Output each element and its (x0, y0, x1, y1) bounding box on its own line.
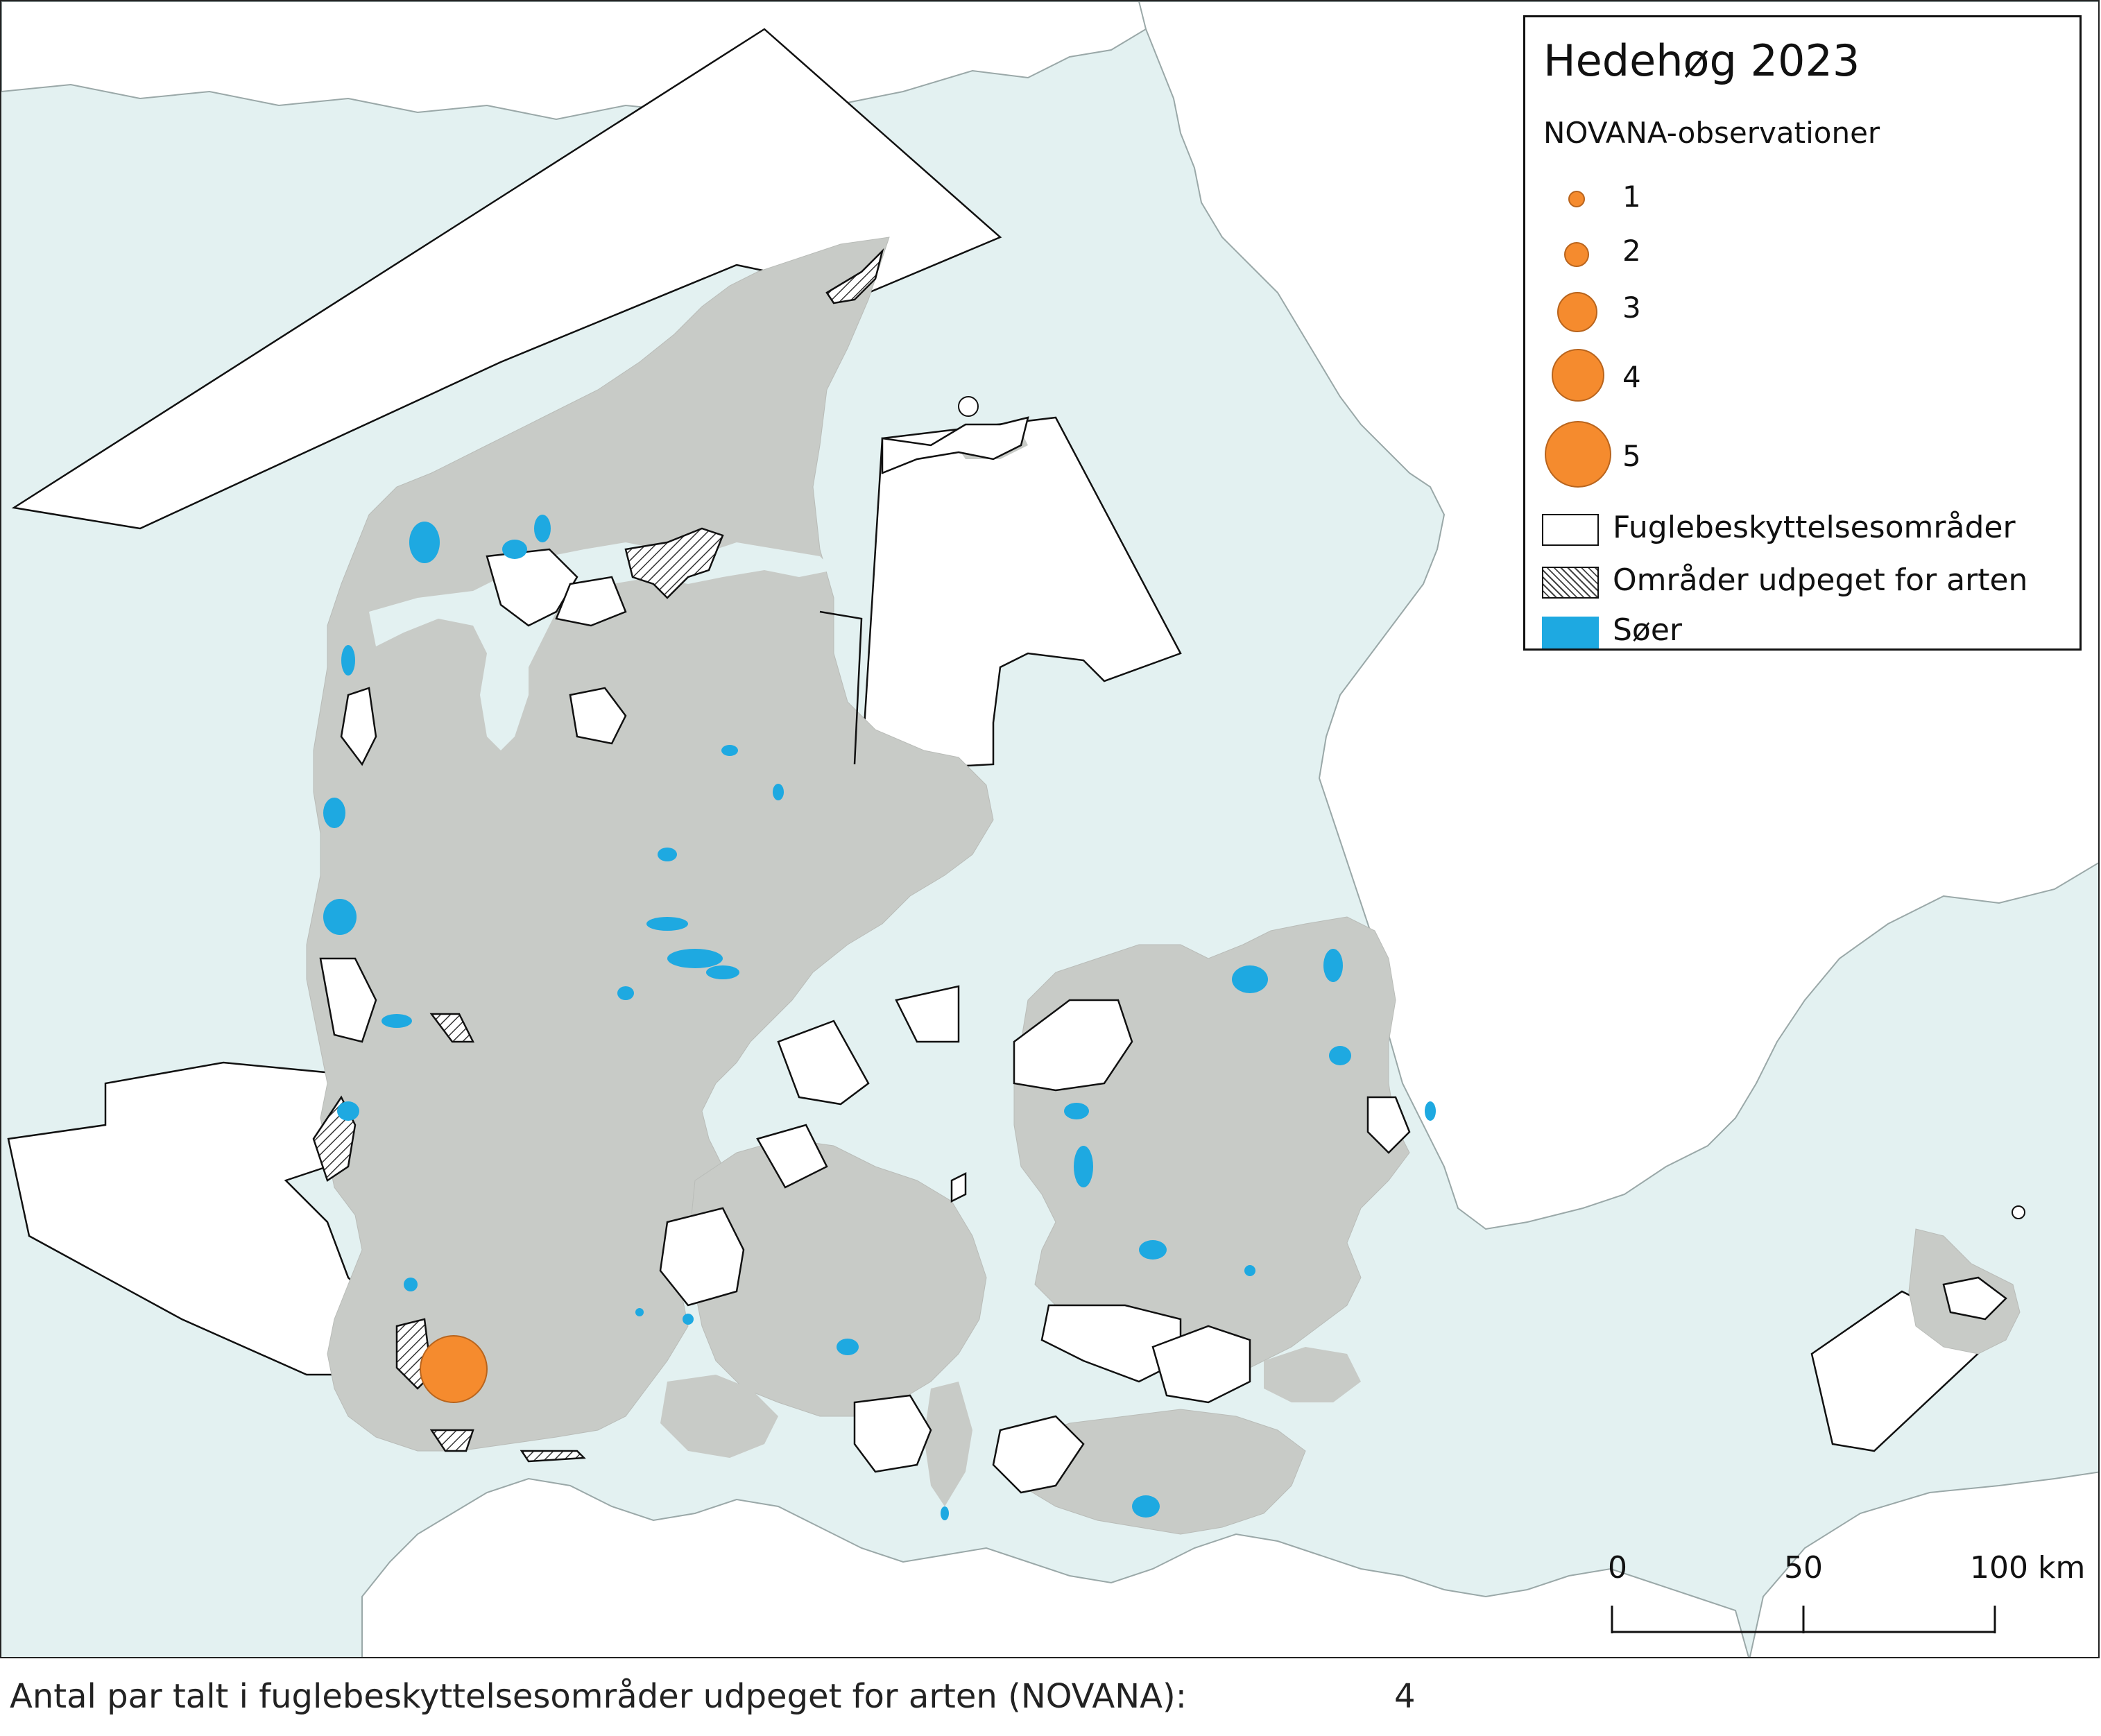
legend-size-label: 3 (1622, 291, 1641, 325)
legend-category-designated: Områder udpeget for arten (1542, 562, 2069, 601)
observation-layer (420, 1335, 488, 1403)
spa-funen-south[interactable] (853, 1394, 932, 1473)
scale-tick-label: 100 km (1970, 1550, 2086, 1585)
observation-point[interactable] (420, 1335, 488, 1403)
legend-category-lakes: Søer (1542, 612, 2069, 651)
sweden-south-coast (1749, 1471, 2098, 1657)
designated-tonder[interactable] (429, 1429, 474, 1452)
designated-sonderjylland[interactable] (520, 1450, 586, 1463)
spa-lolland[interactable] (992, 1415, 1085, 1494)
spa-westcoast-2[interactable] (319, 957, 377, 1043)
scale-bar-graphic (1611, 1606, 1996, 1633)
lake-swatch-icon (1542, 617, 1599, 648)
footer-label: Antal par talt i fuglebeskyttelsesområde… (10, 1677, 1187, 1716)
spa-vejle[interactable] (756, 1124, 828, 1189)
spa-north-sea[interactable] (7, 1061, 377, 1376)
map-canvas[interactable] (1, 1, 2100, 1658)
legend-size-label: 2 (1622, 234, 1641, 268)
spa-limfjord-1[interactable] (486, 548, 578, 627)
scale-tick-label: 50 (1784, 1550, 1823, 1585)
spa-sejeroe[interactable] (950, 1171, 967, 1203)
designated-vejlerne[interactable] (624, 527, 724, 599)
legend-size-2: 2 (1525, 225, 1803, 281)
anholt (958, 396, 979, 417)
legend-size-3: 3 (1525, 282, 1803, 338)
ertholmene (2012, 1205, 2025, 1219)
observation-dot-icon (1564, 242, 1589, 267)
designated-skagen[interactable] (825, 248, 884, 304)
legend-size-label: 5 (1622, 439, 1641, 473)
spa-kattegat-line (819, 610, 863, 765)
limfjord (369, 542, 834, 750)
observation-dot-icon (1545, 421, 1611, 488)
langeland (924, 1382, 972, 1506)
spa-laeso[interactable] (881, 416, 1029, 474)
legend-size-5: 5 (1525, 418, 1803, 488)
spa-zealand-south[interactable] (1151, 1325, 1251, 1404)
spa-mariager[interactable] (895, 985, 960, 1043)
footer-value: 4 (1394, 1677, 1416, 1716)
white-outline-swatch-icon (1542, 514, 1599, 546)
norway-coast (1, 1, 1154, 121)
spa-limfjord-3[interactable] (569, 687, 627, 745)
legend-subtitle: NOVANA-observationer (1543, 116, 1880, 150)
legend-title: Hedehøg 2023 (1543, 35, 1860, 86)
legend-size-4: 4 (1525, 345, 1803, 402)
spa-bornholm-land[interactable] (1942, 1276, 2007, 1321)
spa-djursland[interactable] (777, 1020, 870, 1106)
germany-coast (361, 1477, 1749, 1657)
legend-size-label: 4 (1622, 360, 1641, 394)
moen (1264, 1347, 1361, 1402)
spa-funen-north[interactable] (659, 1207, 745, 1307)
designated-ringkoebing[interactable] (429, 1013, 475, 1043)
spa-limfjord-2[interactable] (555, 576, 627, 627)
spa-oresund[interactable] (1366, 1096, 1411, 1154)
hatched-swatch-icon (1542, 567, 1599, 599)
legend-category-label: Fuglebeskyttelsesområder (1613, 510, 2016, 545)
scale-tick-label: 0 (1608, 1550, 1627, 1585)
scale-bar: 0 50 100 km (1602, 1550, 2088, 1640)
spa-westcoast-1[interactable] (340, 687, 377, 766)
legend-size-1: 1 (1525, 171, 1803, 227)
funen (687, 1138, 987, 1417)
lolland-falster (1013, 1409, 1306, 1535)
spa-zealand-west[interactable] (1013, 999, 1133, 1092)
legend-category-label: Søer (1613, 612, 1683, 648)
legend-category-spa: Fuglebeskyttelsesområder (1542, 510, 2069, 549)
observation-dot-icon (1552, 349, 1604, 402)
als (660, 1375, 778, 1458)
lakes (323, 515, 1436, 1520)
legend: Hedehøg 2023 NOVANA-observationer 1 2 3 … (1523, 15, 2082, 651)
observation-dot-icon (1557, 292, 1597, 332)
legend-size-label: 1 (1622, 180, 1641, 214)
legend-category-label: Områder udpeget for arten (1613, 562, 2028, 598)
observation-dot-icon (1568, 191, 1585, 207)
spa-kattegat-east[interactable] (860, 416, 1182, 773)
